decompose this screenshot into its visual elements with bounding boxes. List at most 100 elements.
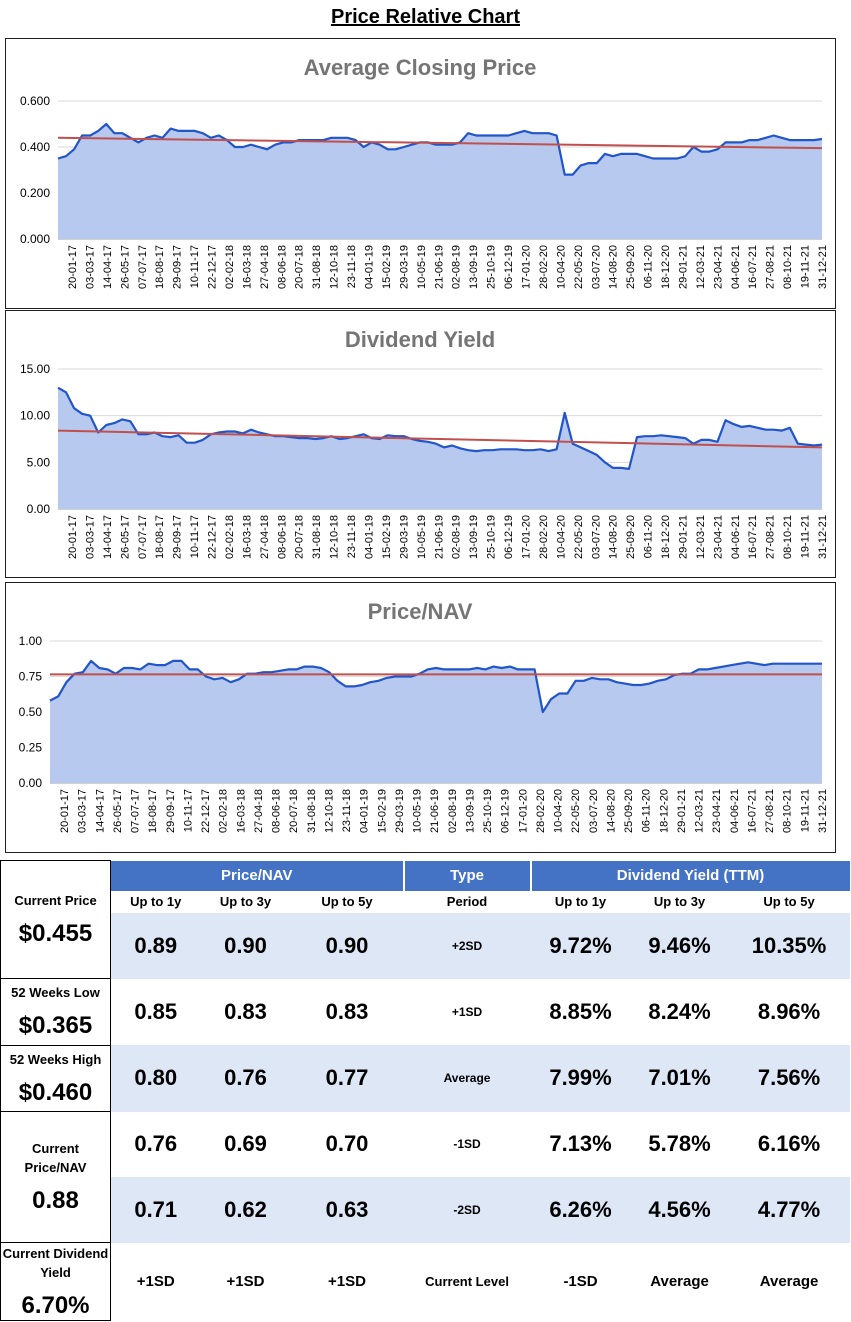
x-tick-label: 02-08-19 — [451, 245, 463, 289]
pnav-5y-value: 0.90 — [290, 912, 404, 979]
x-tick-label: 12-10-18 — [329, 515, 341, 559]
chart-title: Dividend Yield — [345, 327, 495, 352]
x-tick-label: 10-04-20 — [553, 789, 565, 833]
series-area — [58, 387, 822, 509]
period-label: Period — [403, 890, 531, 913]
x-tick-label: 23-04-21 — [712, 515, 724, 559]
x-tick-label: 31-08-18 — [306, 789, 318, 833]
sd-level-label: -2SD — [403, 1177, 531, 1243]
y-tick-label: 0.200 — [20, 186, 50, 200]
dy-5y-value: 4.77% — [728, 1177, 850, 1243]
sd-level-label: +1SD — [451, 1004, 483, 1019]
x-tick-label: 07-07-17 — [137, 245, 149, 289]
current-dy-label: Current Dividend Yield — [2, 1245, 109, 1280]
x-tick-label: 18-08-17 — [147, 789, 159, 833]
x-tick-label: 22-05-20 — [570, 789, 582, 833]
y-tick-label: 0.400 — [20, 140, 50, 154]
x-tick-label: 13-09-19 — [468, 245, 480, 289]
x-tick-label: 29-01-21 — [678, 515, 690, 559]
x-tick-label: 19-11-21 — [800, 515, 812, 558]
pnav-1y-level: +1SD — [110, 1242, 201, 1321]
pnav-3y-value: 0.76 — [200, 1045, 291, 1112]
x-tick-label: 19-11-21 — [799, 789, 811, 832]
current-pnav-value: 0.88 — [32, 1187, 79, 1215]
x-tick-label: 23-11-18 — [346, 245, 358, 288]
x-tick-label: 27-04-18 — [253, 789, 265, 833]
x-tick-label: 31-08-18 — [311, 245, 323, 289]
pnav-header: Price/NAV — [110, 860, 404, 891]
table-row: 0.71 0.62 0.63 -2SD 6.26% 4.56% 4.77% — [1, 1177, 850, 1243]
x-tick-label: 18-08-17 — [154, 515, 166, 559]
dy-5y-value: 8.96% — [757, 998, 821, 1024]
x-tick-label: 25-09-20 — [625, 245, 637, 289]
pnav-3y-value: 0.90 — [200, 912, 291, 979]
series-line — [57, 122, 823, 176]
chart-average-closing-price: Average Closing Price 0.000 0.200 0.400 0.60… — [20, 55, 829, 289]
current-level-row: Current Dividend Yield 6.70% +1SD +1SD +… — [0, 1242, 850, 1321]
x-tick-label: 12-10-18 — [323, 789, 335, 833]
y-tick-label: 0.25 — [19, 741, 43, 755]
52w-high-cell: 52 Weeks High $0.460 — [0, 1044, 111, 1113]
pnav-5y-value: 0.63 — [290, 1177, 404, 1243]
x-tick-label: 14-04-17 — [102, 245, 114, 289]
x-tick-label: 08-10-21 — [782, 515, 794, 559]
x-tick-label: 23-11-18 — [341, 789, 353, 832]
52w-high-label: 52 Weeks High — [9, 1051, 102, 1067]
x-tick-label: 28-02-20 — [538, 245, 550, 289]
x-tick-label: 06-11-20 — [641, 789, 653, 832]
x-tick-label: 02-08-19 — [447, 789, 459, 833]
x-tick-label: 29-09-17 — [172, 515, 184, 559]
dy-col-1y: Up to 1y — [530, 890, 631, 913]
x-tick-label: 31-12-21 — [817, 515, 829, 559]
dy-3y-level: Average — [630, 1242, 729, 1321]
dy-1y-level: -1SD — [530, 1242, 631, 1321]
trend-line — [57, 429, 823, 449]
x-tick-label: 12-03-21 — [694, 789, 706, 833]
x-tick-label: 10-04-20 — [555, 515, 567, 559]
pnav-1y-value: 0.80 — [110, 1045, 201, 1112]
x-tick-label: 13-09-19 — [468, 515, 480, 559]
x-tick-label: 31-12-21 — [817, 789, 829, 833]
x-tick-label: 28-02-20 — [535, 789, 547, 833]
x-tick-label: 14-04-17 — [94, 789, 106, 833]
series-area — [50, 660, 822, 783]
x-tick-label: 07-07-17 — [130, 789, 142, 833]
x-tick-label: 04-01-19 — [359, 789, 371, 833]
pnav-col-5y: Up to 5y — [290, 890, 404, 913]
x-tick-label: 15-02-19 — [376, 789, 388, 833]
trend-line — [57, 136, 823, 150]
series-line — [57, 386, 823, 470]
x-tick-label: 29-01-21 — [678, 245, 690, 289]
x-tick-label: 10-05-19 — [412, 789, 424, 833]
table-row: Current Price/NAV 0.88 0.76 0.69 0.70 -1… — [0, 1111, 850, 1244]
current-price-cell: Current Price $0.455 — [0, 860, 111, 979]
pnav-1y-value: 0.71 — [110, 1177, 201, 1243]
dy-3y-value: 8.24% — [648, 998, 711, 1024]
x-tick-label: 12-03-21 — [695, 245, 707, 289]
x-tick-label: 18-12-20 — [660, 515, 672, 559]
x-tick-label: 14-08-20 — [608, 515, 620, 559]
x-tick-label: 27-04-18 — [259, 245, 271, 289]
chart-price-nav: Price/NAV 0.00 0.25 0.50 0.75 1.00 20-01-17 03-… — [19, 599, 829, 833]
x-tick-label: 14-08-20 — [608, 245, 620, 289]
pnav-col-3y: Up to 3y — [200, 890, 291, 913]
table-row: 52 Weeks High $0.460 0.80 0.76 0.77 Aver… — [0, 1044, 850, 1113]
52w-low-label: 52 Weeks Low — [11, 985, 100, 1001]
dy-5y-level: Average — [728, 1242, 850, 1321]
x-tick-label: 10-11-17 — [182, 789, 194, 832]
x-tick-label: 08-06-18 — [276, 515, 288, 559]
pnav-3y-value: 0.62 — [200, 1177, 291, 1243]
pnav-3y-value: 0.69 — [224, 1131, 267, 1157]
y-tick-label: 0.00 — [27, 502, 51, 516]
x-tick-label: 21-06-19 — [433, 515, 445, 559]
x-tick-label: 17-01-20 — [521, 245, 533, 289]
x-tick-label: 04-01-19 — [364, 515, 376, 559]
x-tick-label: 02-02-18 — [224, 515, 236, 559]
y-tick-label: 0.00 — [19, 776, 43, 790]
x-tick-label: 29-03-19 — [398, 515, 410, 559]
x-tick-label: 04-06-21 — [730, 515, 742, 559]
dy-header: Dividend Yield (TTM) — [529, 860, 850, 891]
y-tick-label: 0.600 — [20, 94, 50, 108]
pnav-1y-value: 0.85 — [134, 998, 178, 1024]
current-dy-cell: Current Dividend Yield 6.70% — [0, 1242, 111, 1321]
